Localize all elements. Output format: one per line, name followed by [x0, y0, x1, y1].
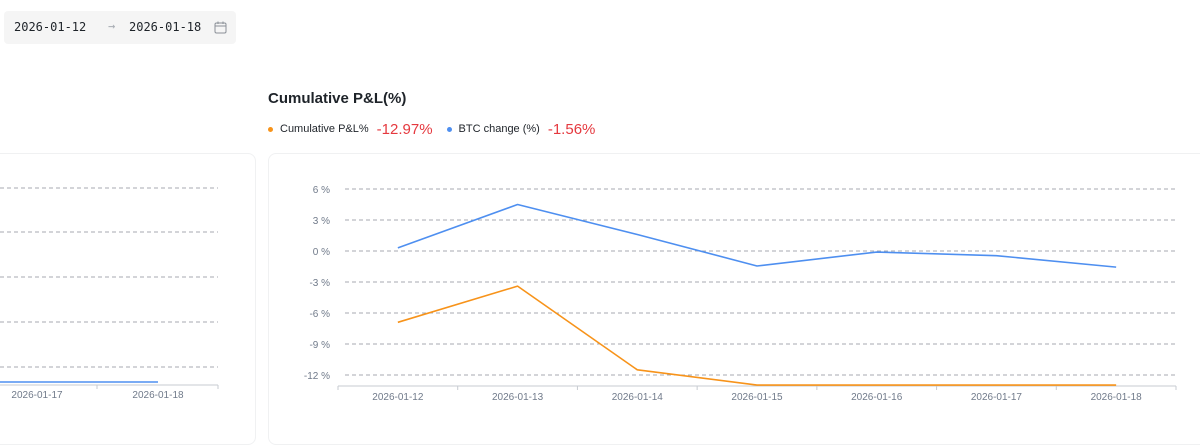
end-date-input[interactable]: 2026-01-18	[129, 20, 202, 34]
x-tick-label: 2026-01-13	[492, 392, 544, 403]
series-line-1[interactable]	[397, 285, 1117, 386]
x-tick-label: 2026-01-15	[731, 392, 783, 403]
x-tick-label: 2026-01-12	[372, 392, 424, 403]
series-line-0[interactable]	[397, 203, 1117, 268]
y-tick-label: -12 %	[304, 371, 330, 382]
y-tick-label: -3 %	[309, 278, 330, 289]
legend-value-btc: -1.56%	[547, 120, 596, 138]
left-chart: 2026-01-17 2026-01-18	[0, 187, 219, 401]
chart-title: Cumulative P&L(%)	[268, 90, 407, 107]
legend-dot-pnl	[268, 126, 273, 132]
main-chart: 6 % 3 % 0 % -3 % -6 % -9 % -12 % 2026-01-12 2026…	[304, 185, 1177, 403]
x-tick-label: 2026-01-17	[11, 390, 63, 401]
left-chart-panel	[0, 153, 256, 445]
x-tick-label: 2026-01-18	[132, 390, 184, 401]
y-tick-label: -9 %	[309, 340, 330, 351]
x-tick-label: 2026-01-16	[851, 392, 903, 403]
x-tick-label: 2026-01-17	[971, 392, 1023, 403]
legend-label-btc[interactable]: BTC change (%)	[458, 123, 540, 135]
date-range-picker[interactable]: 2026-01-12 → 2026-01-18	[4, 11, 236, 44]
y-tick-label: -6 %	[309, 309, 330, 320]
legend-label-pnl[interactable]: Cumulative P&L%	[280, 123, 369, 135]
y-tick-label: 6 %	[313, 185, 330, 196]
y-tick-label: 0 %	[313, 247, 330, 258]
x-tick-label: 2026-01-14	[612, 392, 664, 403]
range-arrow-icon: →	[108, 19, 116, 33]
y-tick-label: 3 %	[313, 216, 330, 227]
legend-value-pnl: -12.97%	[376, 120, 433, 138]
start-date-input[interactable]: 2026-01-12	[14, 20, 87, 34]
main-chart-panel	[268, 153, 1200, 445]
x-tick-label: 2026-01-18	[1091, 392, 1143, 403]
legend-dot-btc	[446, 126, 452, 132]
chart-legend: Cumulative P&L% -12.97% BTC change (%) -…	[268, 118, 609, 140]
calendar-icon[interactable]	[214, 21, 227, 34]
